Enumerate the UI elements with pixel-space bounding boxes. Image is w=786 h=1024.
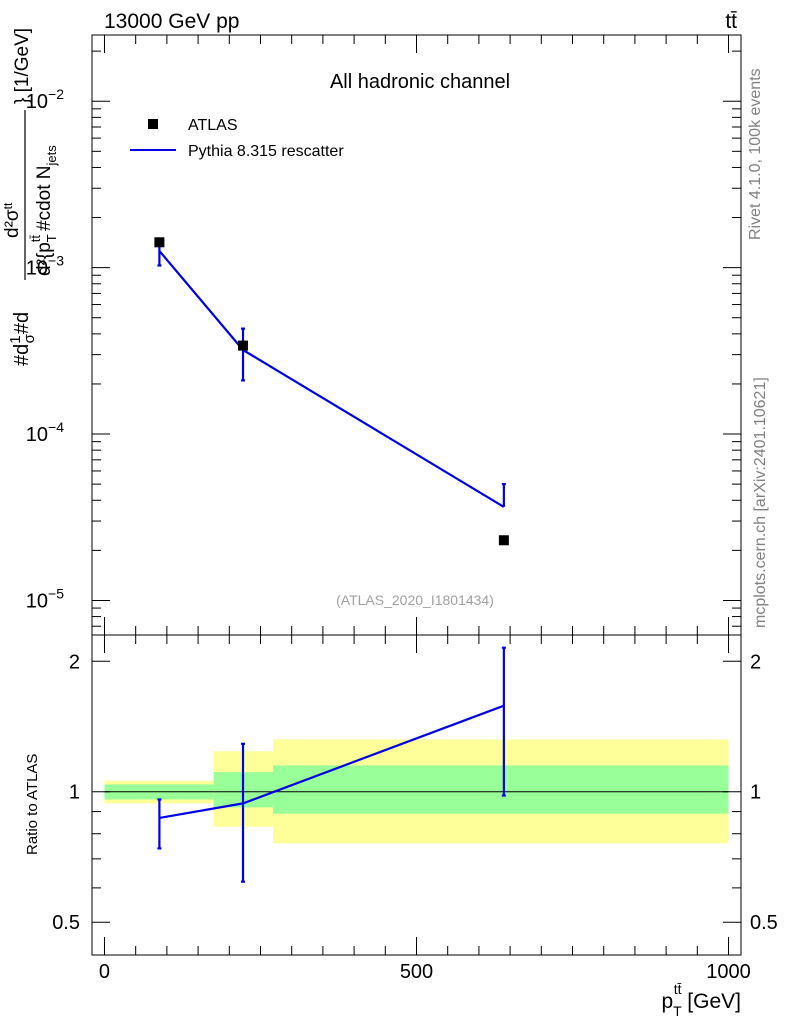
ylabel-units: } [1/GeV] xyxy=(12,28,33,104)
ratio-data-marks xyxy=(157,646,506,883)
legend: ATLAS Pythia 8.315 rescatter xyxy=(130,117,344,160)
ylabel-rest-sub: jets xyxy=(44,145,59,167)
ylabel-frac-top: d²σ xyxy=(2,209,23,238)
y-tick-label: 10−5 xyxy=(26,585,64,612)
ratio-y-tick-label-right: 0.5 xyxy=(750,912,778,934)
ratio-y-tick-label-left: 0.5 xyxy=(52,912,80,934)
ratio-y-axis-label: Ratio to ATLAS xyxy=(24,754,41,855)
ylabel-left: #d xyxy=(11,344,33,366)
ylabel-inner-num: 1 xyxy=(7,335,24,343)
main-y-axis-label: #d1σ#d d²σtt d²{pTtt̄ #cdot Njets } [1/Ge… xyxy=(1,28,59,366)
ratio-axis-ticks: 0.5 0.5 1 1 2 2 0 500 1000 xyxy=(52,635,778,983)
ratio-y-tick-label-left: 2 xyxy=(69,651,80,673)
main-y-ticks: 10−2 10−3 10−4 10−5 xyxy=(26,50,741,627)
main-panel: 10−2 10−3 10−4 10−5 All hadronic channel (A… xyxy=(26,34,742,636)
header-energy-label: 13000 GeV pp xyxy=(104,10,239,33)
atlas-data-point xyxy=(238,340,249,351)
pythia-line xyxy=(158,250,505,508)
y-tick-label: 10−4 xyxy=(26,419,64,446)
xlabel-sup: tt̄ xyxy=(674,981,682,997)
svg-text:#d1σ#d: #d1σ#d xyxy=(7,312,38,366)
legend-label-atlas: ATLAS xyxy=(188,117,238,134)
svg-text:d²σtt: d²σtt xyxy=(1,202,23,238)
ratio-band-inner xyxy=(272,765,729,814)
header-process-label: tt̄ xyxy=(725,10,737,33)
analysis-watermark: (ATLAS_2020_I1801434) xyxy=(336,592,494,608)
y-tick-label: 10−3 xyxy=(26,253,64,280)
main-x-ticks xyxy=(103,35,730,635)
ratio-y-tick-label-right: 1 xyxy=(750,782,761,804)
ratio-y-tick-label-right: 2 xyxy=(750,651,761,673)
ylabel-frac-bottom: d²{p xyxy=(34,242,55,276)
ylabel-frac-bottom-sub: T xyxy=(44,234,59,242)
ratio-x-axis-label: pTtt̄ [GeV] xyxy=(661,981,741,1019)
ratio-uncertainty-bands xyxy=(104,739,729,844)
main-data-marks xyxy=(154,237,509,546)
legend-marker-atlas xyxy=(148,119,158,129)
y-tick-label: 10−2 xyxy=(26,86,64,113)
legend-label-pythia: Pythia 8.315 rescatter xyxy=(188,143,344,160)
ratio-x-tick-label: 1000 xyxy=(706,961,751,983)
chart-title: All hadronic channel xyxy=(330,71,510,93)
ylabel-inner-den: σ xyxy=(21,333,38,343)
ylabel-rest: #cdot N xyxy=(34,166,55,231)
ylabel-frac-bottom-sup: tt̄ xyxy=(28,235,43,243)
rivet-version-label: Rivet 4.1.0, 100k events xyxy=(747,68,764,240)
xlabel-sub: T xyxy=(673,1003,682,1019)
ratio-y-tick-label-left: 1 xyxy=(69,782,80,804)
ratio-x-tick-label: 500 xyxy=(400,961,433,983)
xlabel-unit: [GeV] xyxy=(681,990,741,1013)
ylabel-left2: #d xyxy=(11,312,33,334)
xlabel-p: p xyxy=(661,990,673,1013)
ratio-panel: 0.5 0.5 1 1 2 2 0 500 1000 Ratio to ATLAS pTtt̄ … xyxy=(24,634,778,1019)
ylabel-frac-top-sup: tt xyxy=(1,202,15,209)
atlas-data-point xyxy=(498,535,509,546)
ratio-x-tick-label: 0 xyxy=(99,961,110,983)
svg-text:d²{pTtt̄#cdot Njets: d²{pTtt̄ #cdot Njets xyxy=(28,145,59,276)
mcplots-source-label: mcplots.cern.ch [arXiv:2401.10621] xyxy=(752,377,769,628)
atlas-data-point xyxy=(154,237,165,248)
